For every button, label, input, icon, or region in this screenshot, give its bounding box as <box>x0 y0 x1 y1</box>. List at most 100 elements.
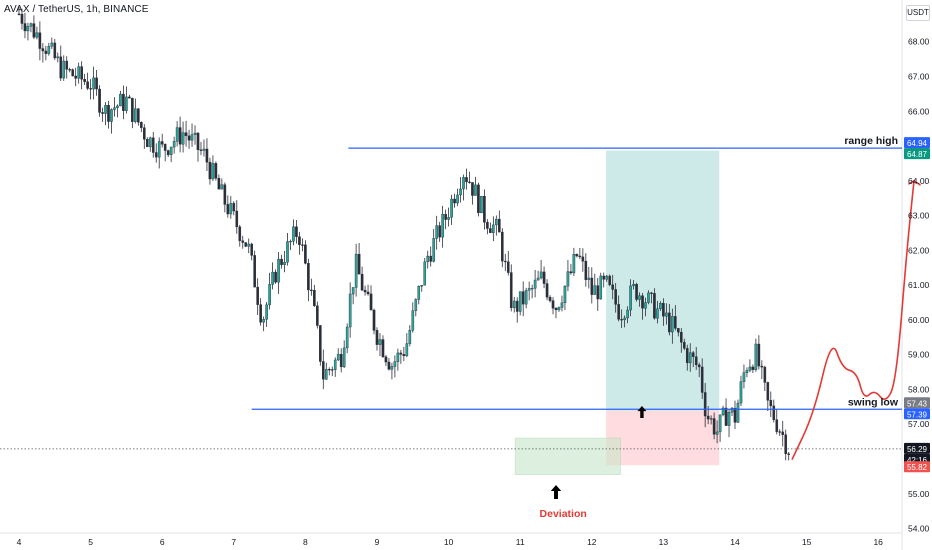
candle-body <box>163 144 167 151</box>
candle-body <box>86 81 89 89</box>
candle-body <box>477 184 480 214</box>
candle-body <box>229 203 233 215</box>
candle-body <box>772 405 776 420</box>
candle-body <box>608 275 611 285</box>
candle-body <box>605 275 609 280</box>
candle-body <box>104 105 107 114</box>
candle-body <box>480 196 483 214</box>
candle-body <box>20 13 24 24</box>
projection-arrowhead <box>908 179 921 186</box>
candle-body <box>369 293 373 311</box>
candle-body <box>142 127 146 140</box>
candle-body <box>29 23 33 27</box>
currency-unit-badge[interactable]: USDT <box>906 5 930 21</box>
candle-body <box>399 352 403 355</box>
candle-body <box>498 218 501 233</box>
entry-price-tag: 57.39 <box>907 410 928 419</box>
projection-path <box>791 180 915 460</box>
candle-body <box>688 352 692 364</box>
candle-body <box>217 178 221 190</box>
candle-body <box>256 286 259 305</box>
candle-body <box>554 308 558 311</box>
candle-body <box>324 369 328 380</box>
candle-body <box>483 196 486 223</box>
candle-body <box>71 69 74 77</box>
candle-body <box>83 79 86 82</box>
candle-body <box>41 48 45 52</box>
candle-body <box>193 132 197 135</box>
candle-body <box>199 149 203 151</box>
candle-body <box>38 32 42 49</box>
candle-body <box>623 317 626 321</box>
candle-body <box>187 135 191 141</box>
candle-body <box>441 214 444 238</box>
candle-body <box>95 77 98 90</box>
candle-body <box>509 272 513 309</box>
candle-body <box>423 261 427 286</box>
x-tick-label: 11 <box>516 537 525 547</box>
candle-body <box>223 184 227 205</box>
candle-body <box>656 308 659 319</box>
candle-body <box>721 407 725 416</box>
candle-body <box>196 132 200 151</box>
candle-body <box>119 93 122 107</box>
target-price-tag-bg <box>904 148 930 160</box>
candle-body <box>205 148 209 163</box>
candle-body <box>551 300 555 309</box>
stop-zone <box>606 410 720 466</box>
candle-body <box>581 256 585 262</box>
candle-body <box>539 271 543 279</box>
candle-body <box>712 418 716 435</box>
deviation-zone <box>514 437 621 476</box>
candle-body <box>533 279 537 289</box>
candle-body <box>742 372 746 382</box>
candle-body <box>659 303 662 309</box>
x-tick-label: 13 <box>659 537 669 547</box>
candle-body <box>489 228 492 233</box>
candle-body <box>298 236 301 245</box>
candle-body <box>59 56 63 79</box>
candle-body <box>671 316 674 333</box>
candle-body <box>739 381 743 404</box>
candle-body <box>17 13 21 15</box>
candle-body <box>145 139 149 148</box>
candle-body <box>697 364 701 368</box>
candle-body <box>784 434 788 454</box>
candle-body <box>706 415 710 420</box>
deviation-arrow-icon <box>550 485 562 499</box>
candle-body <box>292 226 295 242</box>
candle-body <box>295 226 298 237</box>
candle-body <box>47 46 51 54</box>
candle-body <box>518 291 522 312</box>
candle-body <box>572 254 576 274</box>
candle-body <box>381 339 385 358</box>
candle-body <box>342 347 346 368</box>
candle-body <box>674 316 677 329</box>
candle-body <box>766 382 770 401</box>
candle-body <box>89 88 92 90</box>
candle-body <box>486 222 489 229</box>
candle-body <box>220 184 224 190</box>
candle-body <box>724 407 728 426</box>
candle-body <box>351 287 355 295</box>
candle-body <box>322 361 325 380</box>
candle-body <box>265 304 268 320</box>
candle-body <box>244 242 248 247</box>
candle-body <box>360 273 364 291</box>
candle-body <box>650 292 653 294</box>
candle-body <box>247 243 251 247</box>
candle-body <box>327 369 331 371</box>
candle-body <box>495 218 498 226</box>
candle-body <box>590 277 594 295</box>
candle-body <box>781 431 785 435</box>
candle-body <box>402 354 406 357</box>
candle-body <box>456 194 459 204</box>
y-tick-label: 58.00 <box>908 384 930 394</box>
candle-body <box>677 328 680 333</box>
candle-body <box>763 366 767 383</box>
candle-body <box>154 152 158 158</box>
candle-body <box>641 295 644 309</box>
candle-body <box>113 107 116 110</box>
swing-low-label: swing low <box>848 396 899 408</box>
